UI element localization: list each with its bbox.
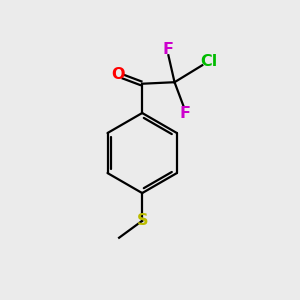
Text: F: F <box>163 42 174 57</box>
Text: S: S <box>136 213 148 228</box>
Text: F: F <box>180 106 191 121</box>
Text: O: O <box>111 67 124 82</box>
Text: Cl: Cl <box>200 54 217 69</box>
